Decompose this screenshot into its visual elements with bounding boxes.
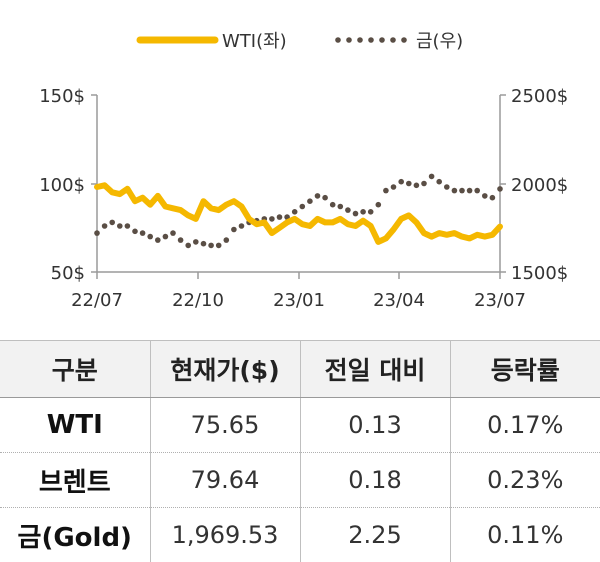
- table-row: WTI 75.65 0.13 0.17%: [0, 398, 600, 453]
- series-gold-point: [117, 223, 123, 229]
- series-gold-point: [269, 216, 275, 222]
- series-gold-point: [330, 202, 336, 208]
- legend-gold-dot: [335, 37, 341, 43]
- series-gold-point: [147, 234, 153, 240]
- series-gold-point: [132, 229, 138, 235]
- series-wti-line: [97, 185, 500, 242]
- y-right-tick-label: 2000$: [511, 175, 568, 196]
- chart-legend: WTI(좌) 금(우): [140, 31, 463, 52]
- cell-price: 79.64: [150, 453, 300, 508]
- legend-label-gold: 금(우): [416, 31, 463, 52]
- legend-label-wti: WTI(좌): [222, 31, 287, 52]
- series-gold-point: [102, 223, 108, 229]
- cell-change: 0.13: [300, 398, 450, 453]
- series-gold-point: [360, 209, 366, 215]
- series-gold-point: [155, 237, 161, 243]
- cell-rate: 0.23%: [450, 453, 600, 508]
- series-gold-point: [140, 230, 146, 236]
- series-gold-point: [497, 186, 503, 192]
- legend-gold-dot: [390, 37, 396, 43]
- series-gold-point: [178, 237, 184, 243]
- cell-rate: 0.11%: [450, 508, 600, 562]
- series-gold-point: [376, 202, 382, 208]
- series-gold-point: [436, 179, 442, 185]
- cell-rate: 0.17%: [450, 398, 600, 453]
- series-gold-point: [315, 193, 321, 199]
- series-gold-point: [231, 227, 237, 233]
- commodity-price-chart: WTI(좌) 금(우) 50$ 100$ 150$ 1500$ 2000$ 25…: [0, 0, 600, 330]
- series-gold-point: [383, 188, 389, 194]
- header-rate: 등락률: [450, 341, 600, 398]
- series-gold-point: [201, 241, 207, 247]
- series-gold-point: [368, 209, 374, 215]
- series-gold-point: [109, 220, 115, 226]
- x-tick-label: 23/07: [474, 290, 526, 311]
- table-row: 브렌트 79.64 0.18 0.23%: [0, 453, 600, 508]
- series-gold-point: [414, 183, 420, 189]
- table-row: 금(Gold) 1,969.53 2.25 0.11%: [0, 508, 600, 562]
- series-gold-point: [444, 184, 450, 190]
- series-gold-point: [216, 243, 222, 249]
- header-category: 구분: [0, 341, 150, 398]
- series-gold-point: [490, 195, 496, 201]
- series-gold-point: [193, 239, 199, 245]
- series-gold-point: [421, 181, 427, 187]
- cell-change: 2.25: [300, 508, 450, 562]
- y-right-tick-label: 2500$: [511, 86, 568, 107]
- y-left-tick-label: 150$: [39, 86, 85, 107]
- row-label-brent: 브렌트: [0, 453, 150, 508]
- series-gold-point: [338, 204, 344, 210]
- series-gold: [94, 174, 503, 249]
- series-gold-point: [406, 181, 412, 187]
- legend-swatch-gold: [335, 37, 407, 43]
- series-gold-point: [429, 174, 435, 180]
- series-gold-point: [467, 188, 473, 194]
- x-tick-label: 23/01: [273, 290, 325, 311]
- series-gold-point: [94, 230, 100, 236]
- series-gold-point: [307, 198, 313, 204]
- series-gold-point: [239, 223, 245, 229]
- series-gold-point: [482, 193, 488, 199]
- legend-gold-dot: [357, 37, 363, 43]
- series-gold-point: [391, 184, 397, 190]
- series-gold-point: [345, 207, 351, 213]
- series-gold-point: [170, 230, 176, 236]
- legend-gold-dot: [368, 37, 374, 43]
- legend-gold-dot: [379, 37, 385, 43]
- series-gold-point: [208, 243, 214, 249]
- series-gold-point: [452, 188, 458, 194]
- cell-price: 1,969.53: [150, 508, 300, 562]
- row-label-wti: WTI: [0, 398, 150, 453]
- series-gold-point: [398, 179, 404, 185]
- series-gold-point: [277, 214, 283, 220]
- series-gold-point: [322, 195, 328, 201]
- chart-axes: 50$ 100$ 150$ 1500$ 2000$ 2500$ 22/07 22…: [39, 86, 568, 311]
- price-table: 구분 현재가($) 전일 대비 등락률 WTI 75.65 0.13 0.17%…: [0, 340, 600, 562]
- y-left-tick-label: 100$: [39, 175, 85, 196]
- cell-change: 0.18: [300, 453, 450, 508]
- series-gold-point: [163, 234, 169, 240]
- legend-gold-dot: [401, 37, 407, 43]
- series-gold-point: [459, 188, 465, 194]
- y-right-tick-label: 1500$: [511, 263, 568, 284]
- series-gold-point: [292, 209, 298, 215]
- cell-price: 75.65: [150, 398, 300, 453]
- legend-gold-dot: [346, 37, 352, 43]
- x-tick-label: 22/10: [172, 290, 224, 311]
- series-gold-point: [300, 204, 306, 210]
- table-header-row: 구분 현재가($) 전일 대비 등락률: [0, 341, 600, 398]
- series-gold-point: [185, 243, 191, 249]
- y-left-tick-label: 50$: [51, 263, 85, 284]
- series-gold-point: [474, 188, 480, 194]
- header-price: 현재가($): [150, 341, 300, 398]
- x-tick-label: 23/04: [373, 290, 425, 311]
- row-label-gold: 금(Gold): [0, 508, 150, 562]
- series-gold-point: [125, 223, 131, 229]
- series-gold-point: [353, 211, 359, 217]
- x-tick-label: 22/07: [71, 290, 123, 311]
- header-change: 전일 대비: [300, 341, 450, 398]
- series-gold-point: [224, 237, 230, 243]
